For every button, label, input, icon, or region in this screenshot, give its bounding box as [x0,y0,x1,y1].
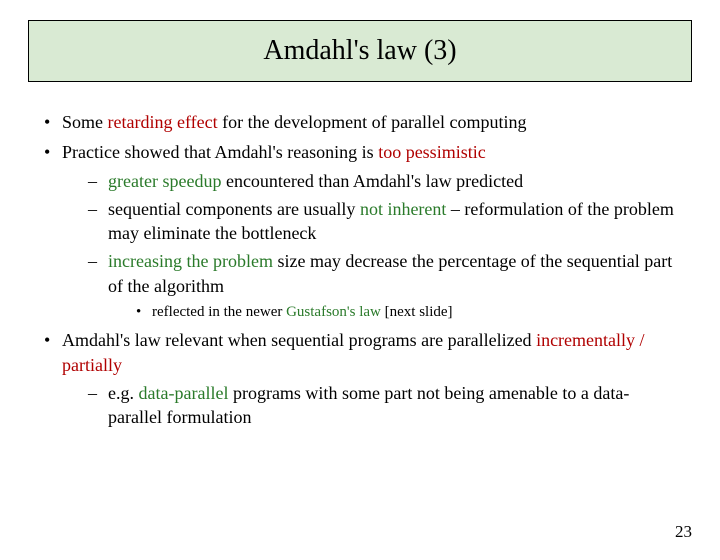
page-number: 23 [675,522,692,542]
bullet-item: Some retarding effect for the developmen… [40,110,680,134]
sub-bullet-item: e.g. data-parallel programs with some pa… [86,381,680,430]
bullet-item: Amdahl's law relevant when sequential pr… [40,328,680,429]
slide-title: Amdahl's law (3) [29,35,691,67]
slide-content: Some retarding effect for the developmen… [0,82,720,430]
subsub-bullet-item: reflected in the newer Gustafson's law [… [134,302,680,322]
sub-bullet-item: increasing the problem size may decrease… [86,249,680,322]
sub-bullet-item: greater speedup encountered than Amdahl'… [86,169,680,193]
bullet-item: Practice showed that Amdahl's reasoning … [40,140,680,322]
sub-bullet-item: sequential components are usually not in… [86,197,680,246]
title-box: Amdahl's law (3) [28,20,692,82]
